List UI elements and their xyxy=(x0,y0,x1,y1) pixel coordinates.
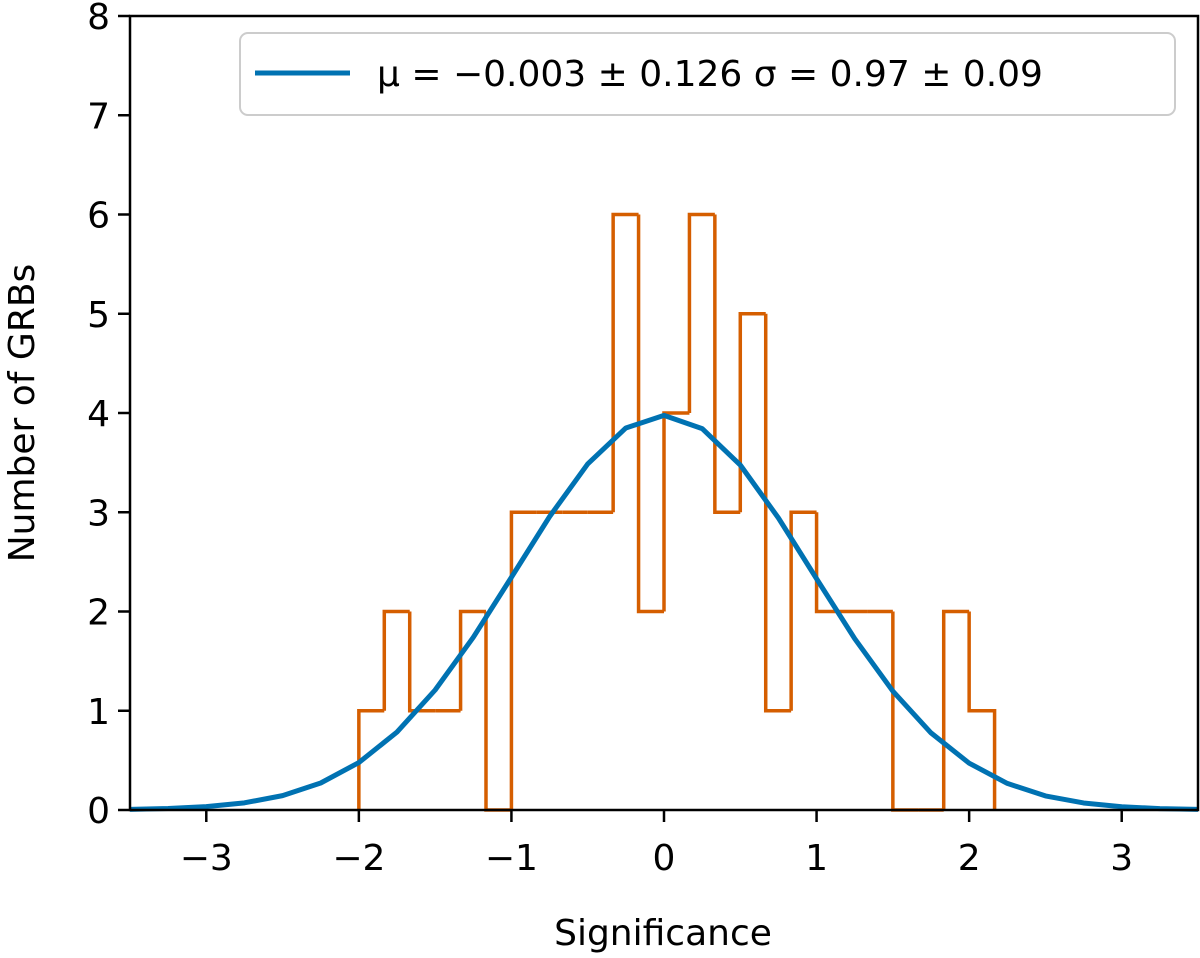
x-tick-label: 3 xyxy=(1110,838,1133,879)
histogram-bin xyxy=(713,214,741,514)
histogram-bin xyxy=(407,611,436,713)
x-tick-label: −1 xyxy=(485,838,538,879)
y-tick-label: 2 xyxy=(87,593,110,634)
histogram-bin xyxy=(763,313,792,713)
histogram-bin xyxy=(509,510,537,810)
x-tick-label: 2 xyxy=(958,838,981,879)
y-axis-label: Number of GRBs xyxy=(2,264,43,563)
histogram-bin xyxy=(687,212,715,413)
y-tick-label: 8 xyxy=(87,0,110,38)
histogram-bin xyxy=(738,312,766,513)
histogram-bin xyxy=(814,512,843,614)
y-tick-label: 5 xyxy=(87,295,110,336)
y-tick-label: 4 xyxy=(87,394,110,435)
fit-curve xyxy=(129,412,1199,812)
y-tick-label: 3 xyxy=(87,493,110,534)
y-tick-label: 7 xyxy=(87,96,110,137)
histogram-bin xyxy=(662,411,690,612)
x-tick-label: −2 xyxy=(332,838,385,879)
y-tick-label: 1 xyxy=(87,692,110,733)
x-tick-label: 0 xyxy=(653,838,676,879)
y-tick-label: 6 xyxy=(87,196,110,237)
legend-label: μ = −0.003 ± 0.126 σ = 0.97 ± 0.09 xyxy=(377,54,1043,95)
x-tick-label: −3 xyxy=(180,838,233,879)
histogram-bin xyxy=(941,609,970,810)
histogram-bin xyxy=(789,510,817,711)
legend-box xyxy=(239,32,1176,116)
histogram-bin xyxy=(636,214,664,614)
x-axis-label: Significance xyxy=(554,913,772,954)
histogram-bin xyxy=(458,609,486,711)
y-tick-label: 0 xyxy=(87,791,110,832)
histogram-bin xyxy=(357,709,385,810)
histogram-bin xyxy=(611,212,639,513)
histogram-bin xyxy=(484,611,512,812)
histogram-bin xyxy=(891,611,919,812)
x-tick-label: 1 xyxy=(805,838,828,879)
histogram-bin xyxy=(382,609,410,711)
histogram-bin xyxy=(967,611,997,810)
